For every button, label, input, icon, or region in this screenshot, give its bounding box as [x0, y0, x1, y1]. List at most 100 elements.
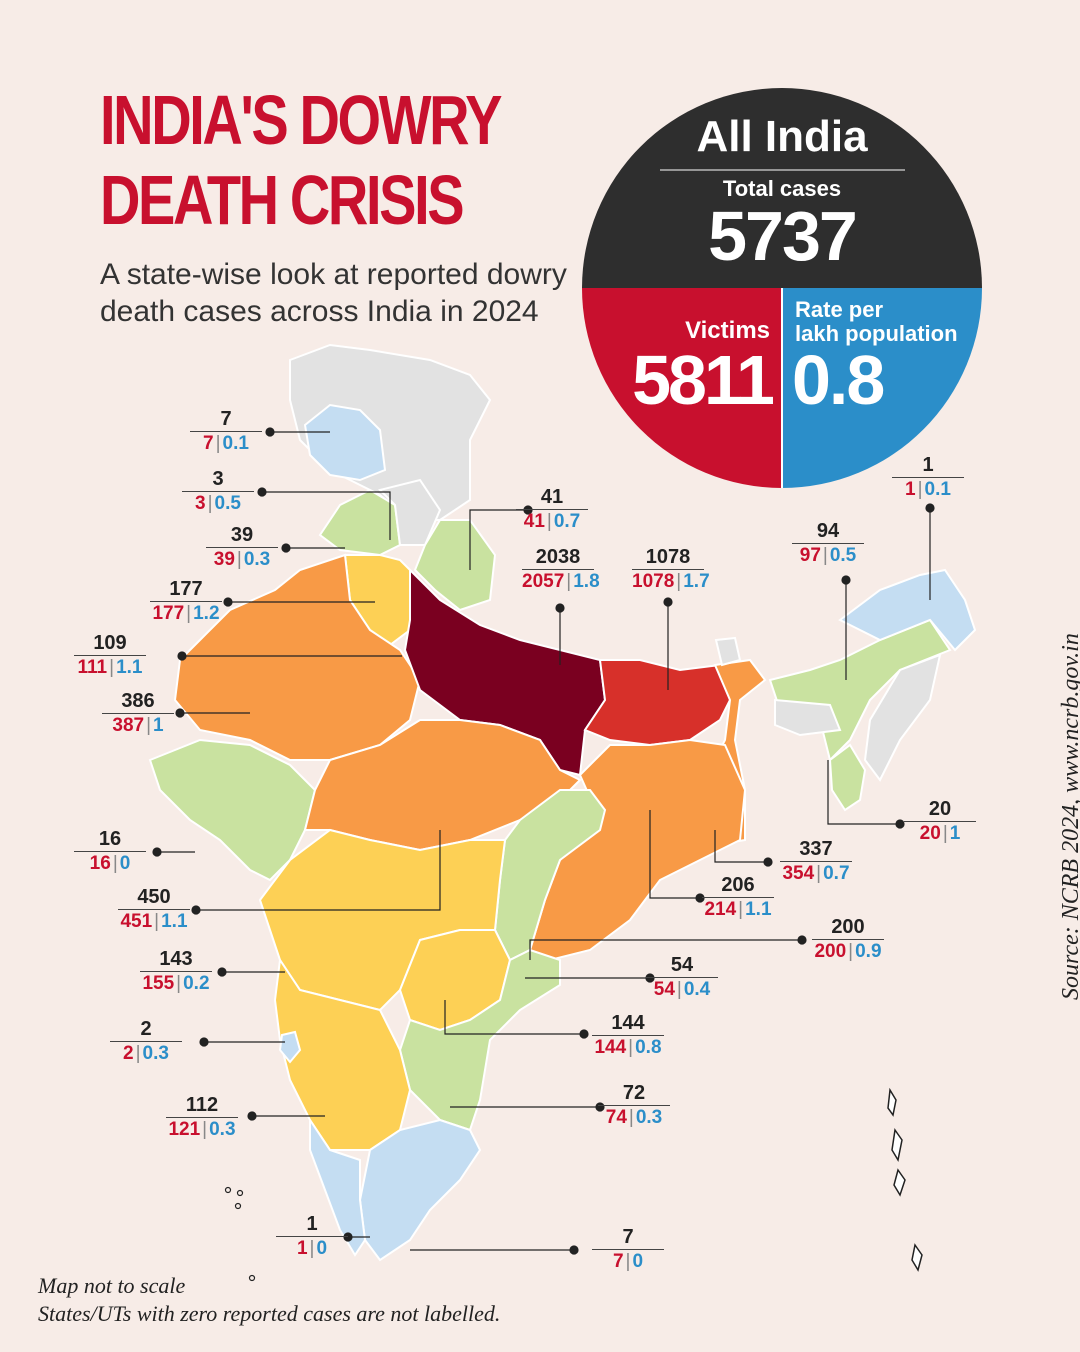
state-label-victims: 155 [142, 973, 175, 994]
state-label-divider: | [202, 1119, 208, 1140]
state-label-victims-rate: 16 | 0 [74, 852, 146, 876]
state-label-victims-rate: 97 | 0.5 [792, 544, 864, 568]
state-label-victims-rate: 354 | 0.7 [780, 862, 852, 886]
state-label: 177 177 | 1.2 [150, 578, 222, 626]
state-label-rate: 1.1 [745, 899, 772, 920]
region-rajasthan [173, 553, 422, 761]
state-label-rate: 0 [119, 853, 131, 874]
state-label-cases: 177 [150, 578, 222, 602]
state-label: 386 387 | 1 [102, 690, 174, 738]
state-label-cases: 337 [780, 838, 852, 862]
state-label-rate: 1 [949, 823, 961, 844]
state-label-cases: 41 [516, 486, 588, 510]
state-label-cases: 7 [190, 408, 262, 432]
region-andhra-pradesh [398, 948, 561, 1132]
state-label-divider: | [848, 941, 854, 962]
region-ladakh-lightblue [303, 403, 387, 482]
title-line-1: INDIA'S DOWRY [100, 81, 502, 159]
state-label-cases: 200 [812, 916, 884, 940]
region-tripura [828, 743, 867, 812]
state-label-cases: 143 [140, 948, 212, 972]
state-label-victims-rate: 111 | 1.1 [74, 656, 146, 680]
state-label-victims: 1 [296, 1238, 308, 1259]
state-label-rate: 0.1 [924, 479, 951, 500]
note-zero-cases: States/UTs with zero reported cases are … [38, 1301, 501, 1326]
state-label-cases: 2038 [522, 546, 594, 570]
state-label: 16 16 | 0 [74, 828, 146, 876]
state-label-divider: | [676, 571, 682, 592]
state-label-divider: | [186, 603, 192, 624]
title-line-2: DEATH CRISIS [100, 161, 465, 239]
state-label: 3 3 | 0.5 [182, 468, 254, 516]
state-label-divider: | [154, 911, 160, 932]
state-label-divider: | [207, 493, 213, 514]
state-label-rate: 0.1 [222, 433, 249, 454]
state-label-victims: 2057 [522, 571, 565, 592]
subtitle: A state-wise look at reported dowry deat… [100, 258, 567, 328]
state-label: 200 200 | 0.9 [812, 916, 884, 964]
state-label-cases: 54 [646, 954, 718, 978]
state-label-rate: 1 [153, 715, 164, 736]
leader-lines [152, 427, 935, 1255]
state-label-rate: 0 [316, 1238, 328, 1259]
state-label-divider: | [566, 571, 572, 592]
state-label-victims: 7 [203, 433, 214, 454]
region-kerala [309, 1116, 367, 1257]
state-label-victims-rate: 2 | 0.3 [110, 1042, 182, 1066]
state-label-cases: 94 [792, 520, 864, 544]
state-label-rate: 0.3 [635, 1107, 663, 1128]
state-label-divider: | [176, 973, 182, 994]
state-label-victims-rate: 177 | 1.2 [150, 602, 222, 626]
state-label-rate: 1.1 [116, 657, 143, 678]
state-label-victims-rate: 121 | 0.3 [166, 1118, 238, 1142]
all-india-heading: All India [696, 112, 868, 161]
state-label-victims-rate: 1 | 0 [276, 1237, 348, 1261]
state-label-victims-rate: 200 | 0.9 [812, 940, 884, 964]
state-label-rate: 0.2 [183, 973, 210, 994]
state-label-victims-rate: 214 | 1.1 [702, 898, 774, 922]
state-label-divider: | [917, 479, 923, 500]
state-label-victims-rate: 451 | 1.1 [118, 910, 190, 934]
state-label-victims-rate: 144 | 0.8 [592, 1036, 664, 1060]
region-nagaland-manipur [863, 653, 942, 782]
state-label-rate: 1.2 [193, 603, 220, 624]
state-label-divider: | [822, 545, 828, 566]
state-label-victims-rate: 41 | 0.7 [516, 510, 588, 534]
state-label: 20 20 | 1 [904, 798, 976, 846]
state-label-divider: | [236, 549, 242, 570]
state-label-victims-rate: 387 | 1 [102, 714, 174, 738]
state-label-victims: 97 [799, 545, 821, 566]
state-label-victims: 16 [89, 853, 111, 874]
state-label-rate: 1.7 [683, 571, 710, 592]
rate-label: Rate per lakh population [795, 298, 985, 346]
state-label-divider: | [625, 1251, 631, 1272]
state-label-divider: | [215, 433, 221, 454]
state-label: 450 451 | 1.1 [118, 886, 190, 934]
state-label: 7 7 | 0.1 [190, 408, 262, 456]
map-note: Map not to scale States/UTs with zero re… [38, 1272, 500, 1328]
state-label-cases: 7 [592, 1226, 664, 1250]
state-label-victims-rate: 74 | 0.3 [598, 1106, 670, 1130]
state-label-victims: 1078 [632, 571, 675, 592]
state-label: 2038 2057 | 1.8 [522, 546, 600, 594]
state-label-rate: 0.3 [209, 1119, 236, 1140]
state-label-cases: 386 [102, 690, 174, 714]
state-label-divider: | [628, 1107, 634, 1128]
state-label-victims: 3 [195, 493, 206, 514]
state-label: 1078 1078 | 1.7 [632, 546, 710, 594]
state-label-victims: 20 [919, 823, 941, 844]
state-label-divider: | [112, 853, 118, 874]
state-label-cases: 206 [702, 874, 774, 898]
state-label: 41 41 | 0.7 [516, 486, 588, 534]
source-credit: Source: NCRB 2024, www.ncrb.gov.in [1058, 633, 1080, 1000]
state-label-cases: 2 [110, 1018, 182, 1042]
state-label: 2 2 | 0.3 [110, 1018, 182, 1066]
state-label-victims: 54 [653, 979, 675, 1000]
state-label: 1 1 | 0.1 [892, 454, 964, 502]
state-label: 337 354 | 0.7 [780, 838, 852, 886]
state-label-victims-rate: 20 | 1 [904, 822, 976, 846]
state-label-cases: 20 [904, 798, 976, 822]
state-label-cases: 1 [892, 454, 964, 478]
rate-label-line-1: Rate per [795, 297, 884, 322]
state-label-victims: 200 [814, 941, 847, 962]
